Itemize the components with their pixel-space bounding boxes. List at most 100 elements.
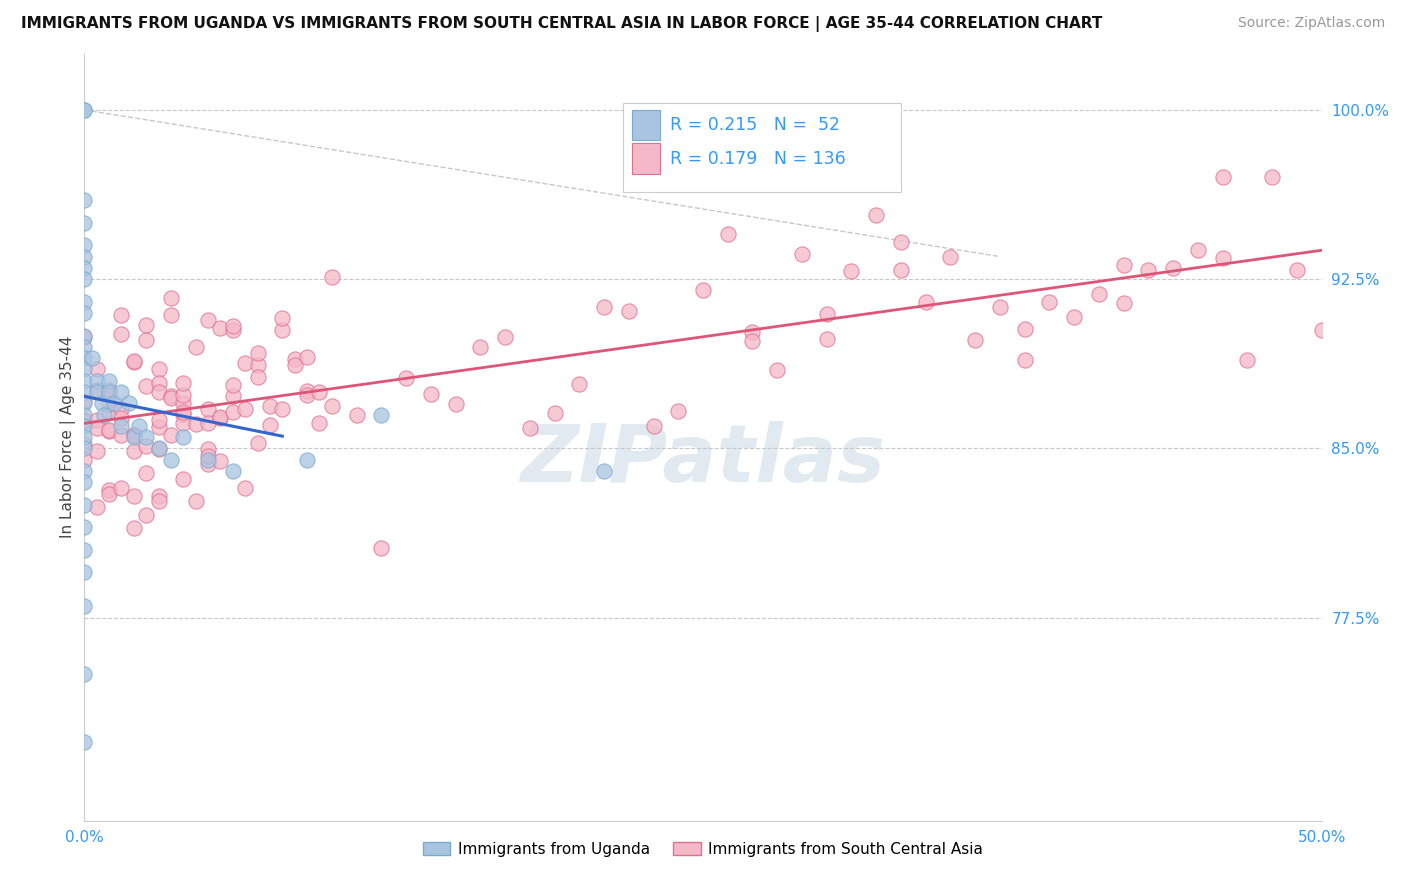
Point (197, 417, 219, 431)
Point (308, 384, 330, 399)
Point (308, 416, 330, 430)
Point (222, 388, 245, 402)
Point (122, 430, 145, 444)
Point (346, 408, 368, 422)
Point (73, 566, 96, 580)
Point (1014, 322, 1036, 336)
Point (73, 430, 96, 444)
Text: IMMIGRANTS FROM UGANDA VS IMMIGRANTS FROM SOUTH CENTRAL ASIA IN LABOR FORCE | AG: IMMIGRANTS FROM UGANDA VS IMMIGRANTS FRO… (21, 16, 1102, 32)
Point (1212, 169, 1234, 184)
Point (160, 291, 183, 305)
Point (233, 401, 256, 416)
Point (741, 325, 763, 339)
Point (93, 408, 115, 422)
Point (73, 328, 96, 343)
Point (222, 464, 245, 478)
Point (321, 269, 343, 284)
Text: R = 0.179   N = 136: R = 0.179 N = 136 (669, 150, 845, 168)
Y-axis label: In Labor Force | Age 35-44: In Labor Force | Age 35-44 (60, 336, 76, 538)
Point (73, 734, 96, 748)
Point (110, 418, 132, 433)
Point (148, 442, 170, 456)
Point (110, 481, 132, 495)
Point (444, 397, 467, 411)
Point (419, 387, 441, 401)
Point (543, 406, 565, 420)
Point (86, 384, 108, 399)
Point (73, 260, 96, 275)
Point (617, 304, 640, 318)
Point (122, 427, 145, 442)
Point (815, 332, 838, 346)
Point (98, 486, 121, 500)
Point (148, 376, 170, 390)
Point (890, 235, 912, 249)
Point (172, 416, 194, 430)
Point (370, 541, 392, 556)
Point (98, 384, 121, 399)
Point (172, 407, 194, 421)
Point (73, 414, 96, 428)
Point (73, 330, 96, 344)
Point (222, 404, 245, 418)
Point (172, 472, 194, 486)
Point (295, 384, 318, 399)
Point (172, 395, 194, 409)
Point (73, 542, 96, 557)
Point (122, 490, 145, 504)
Point (135, 333, 157, 347)
Point (73, 362, 96, 376)
Point (865, 208, 887, 222)
Point (80, 351, 103, 365)
Point (568, 376, 591, 391)
Point (197, 457, 219, 471)
Point (86, 362, 108, 376)
Point (184, 340, 207, 354)
Point (135, 508, 157, 523)
Point (593, 300, 616, 314)
Point (246, 436, 269, 450)
Point (271, 311, 294, 326)
Point (790, 247, 813, 261)
Point (135, 318, 157, 333)
Point (98, 374, 121, 388)
Point (73, 394, 96, 409)
Point (197, 313, 219, 327)
Point (259, 399, 281, 413)
Point (295, 387, 318, 401)
Point (172, 376, 194, 390)
FancyBboxPatch shape (623, 103, 901, 192)
Point (98, 384, 121, 398)
Point (890, 262, 912, 277)
Point (160, 391, 183, 405)
Point (172, 388, 194, 402)
Point (284, 359, 307, 373)
Point (160, 389, 183, 403)
Point (965, 333, 987, 347)
Point (160, 428, 183, 442)
Point (135, 430, 157, 444)
Point (73, 599, 96, 614)
Point (295, 350, 318, 364)
Point (86, 412, 108, 426)
Point (717, 227, 740, 241)
Point (197, 450, 219, 464)
Point (103, 396, 125, 410)
Point (98, 483, 121, 497)
Point (73, 453, 96, 467)
Point (73, 475, 96, 490)
Point (73, 442, 96, 456)
Text: Source: ZipAtlas.com: Source: ZipAtlas.com (1237, 16, 1385, 30)
Point (118, 396, 141, 410)
Point (135, 379, 157, 393)
Point (172, 405, 194, 419)
Point (470, 340, 492, 354)
Point (122, 428, 145, 442)
Point (73, 250, 96, 264)
Point (73, 520, 96, 534)
Point (86, 443, 108, 458)
Point (209, 410, 232, 425)
Point (815, 307, 838, 321)
Point (593, 464, 616, 478)
Point (128, 418, 150, 433)
